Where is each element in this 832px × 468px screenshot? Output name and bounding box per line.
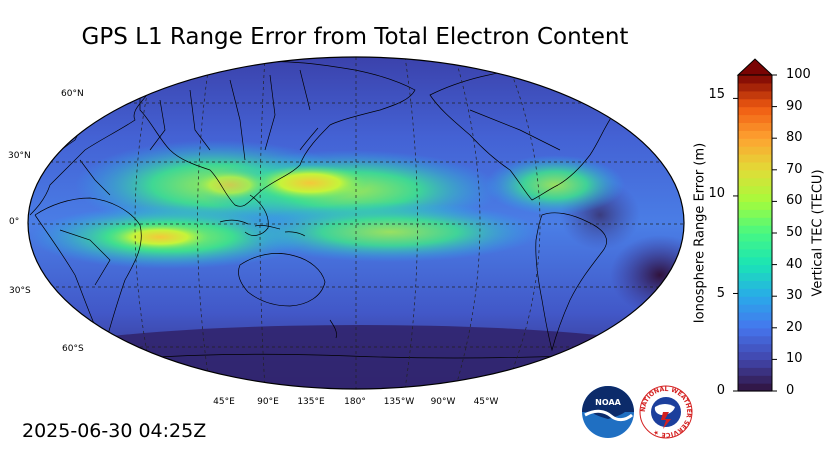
colorbar-band	[738, 327, 772, 337]
colorbar-band	[738, 193, 772, 202]
colorbar-right-tick-10: 10	[786, 351, 803, 366]
colorbar-right-tick-60: 60	[786, 193, 803, 208]
colorbar-band	[738, 146, 772, 155]
colorbar-right-tick-80: 80	[786, 130, 803, 145]
colorbar-band	[738, 114, 772, 123]
nws-logo: NATIONAL WEATHER SERVICE ★	[639, 385, 693, 439]
colorbar-band	[738, 359, 772, 368]
lon-label-45w: 45°W	[473, 397, 499, 407]
colorbar-band	[738, 161, 772, 171]
colorbar-band	[738, 106, 772, 116]
colorbar-right-label: Vertical TEC (TECU)	[810, 169, 826, 297]
colorbar-band	[738, 169, 772, 179]
colorbar-right-tick-30: 30	[786, 288, 803, 303]
colorbar-left-tick-10: 10	[708, 186, 725, 201]
colorbar-right-tick-90: 90	[786, 99, 803, 114]
lat-label-60s: 60°S	[62, 344, 84, 354]
timestamp: 2025-06-30 04:25Z	[22, 420, 207, 442]
colorbar-right-tick-100: 100	[786, 67, 811, 82]
colorbar-band	[738, 75, 772, 84]
colorbar-right-tick-40: 40	[786, 257, 803, 272]
colorbar-band	[738, 177, 772, 187]
colorbar-band	[738, 319, 772, 329]
colorbar-band	[738, 122, 772, 131]
colorbar-band	[738, 272, 772, 281]
colorbar-band	[738, 335, 772, 345]
colorbar-band	[738, 209, 772, 218]
colorbar-right-tick-50: 50	[786, 225, 803, 240]
colorbar-band	[738, 304, 772, 313]
colorbar-band	[738, 225, 772, 234]
colorbar-band	[738, 90, 772, 100]
colorbar-band	[738, 351, 772, 360]
lat-label-30n: 30°N	[8, 151, 31, 161]
colorbar-left-tick-15: 15	[708, 87, 725, 102]
colorbar-band	[738, 288, 772, 297]
colorbar-band	[738, 98, 772, 108]
colorbar-band	[738, 217, 772, 226]
colorbar-band	[738, 312, 772, 321]
colorbar-band	[738, 296, 772, 305]
colorbar-band	[738, 375, 772, 384]
colorbar-band	[738, 383, 772, 392]
colorbar-band	[738, 367, 772, 376]
colorbar-band	[738, 240, 772, 250]
colorbar-right-tick-0: 0	[786, 383, 795, 398]
colorbar-band	[738, 130, 772, 139]
map-title: GPS L1 Range Error from Total Electron C…	[81, 24, 629, 50]
lon-label-90w: 90°W	[430, 397, 456, 407]
lon-label-135w: 135°W	[383, 397, 415, 407]
lon-label-180: 180°	[344, 397, 366, 407]
colorbar-left-tick-5: 5	[716, 286, 725, 301]
lat-label-0: 0°	[9, 217, 20, 227]
tec-field	[28, 57, 684, 389]
lon-label-90e: 90°E	[257, 397, 279, 407]
noaa-logo: NOAA	[582, 386, 634, 438]
colorbar-band	[738, 185, 772, 195]
colorbar-band	[738, 82, 772, 92]
colorbar-band	[738, 233, 772, 242]
lon-label-45e: 45°E	[213, 397, 235, 407]
colorbar-bands	[738, 75, 772, 392]
colorbar-ticks	[733, 74, 777, 392]
lon-label-135e: 135°E	[297, 397, 325, 407]
colorbar-left-label: Ionosphere Range Error (m)	[692, 142, 708, 324]
colorbar-band	[738, 256, 772, 266]
colorbar-band	[738, 201, 772, 210]
colorbar-band	[738, 154, 772, 163]
lat-label-60n: 60°N	[61, 89, 84, 99]
colorbar-band	[738, 343, 772, 353]
colorbar-extend-arrow	[736, 58, 774, 76]
colorbar-right-tick-70: 70	[786, 162, 803, 177]
noaa-text: NOAA	[595, 398, 621, 407]
map-boundary	[27, 56, 685, 390]
colorbar-band	[738, 280, 772, 289]
colorbar-band	[738, 264, 772, 274]
colorbar-band	[738, 138, 772, 147]
colorbar-band	[738, 248, 772, 258]
colorbar-right-tick-20: 20	[786, 320, 803, 335]
lat-label-30s: 30°S	[9, 286, 31, 296]
colorbar-left-tick-0: 0	[716, 383, 725, 398]
